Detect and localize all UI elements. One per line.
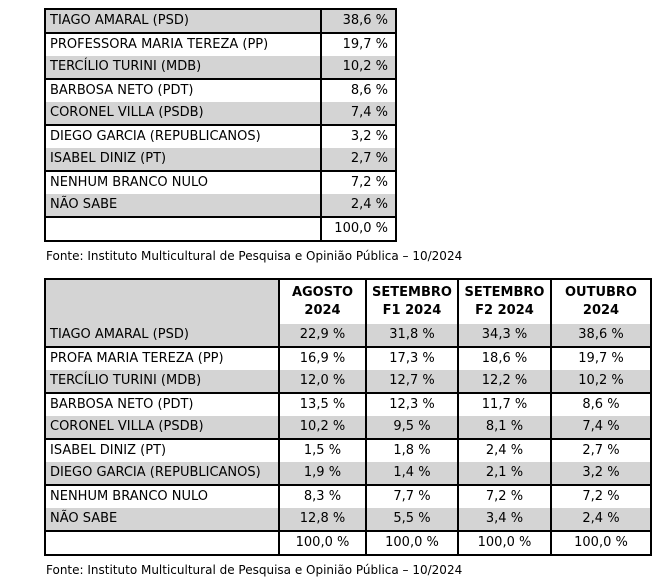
- source-note-1: Fonte: Instituto Multicultural de Pesqui…: [46, 249, 463, 263]
- poll-evolution-table: AGOSTO 2024 SETEMBRO F1 2024 SETEMBRO F2 2…: [44, 278, 652, 556]
- percent-value-cell: 1,8 %: [365, 439, 458, 462]
- table-row: NENHUM BRANCO NULO 7,2 %: [45, 171, 396, 194]
- candidate-name-cell: DIEGO GARCIA (REPUBLICANOS): [50, 129, 261, 144]
- percent-value-cell: 1,5 %: [278, 439, 366, 462]
- candidate-name-cell: [45, 217, 321, 241]
- candidate-name-cell: CORONEL VILLA (PSDB): [45, 416, 279, 440]
- percent-value-cell: 1,9 %: [278, 462, 366, 486]
- candidate-name-cell: PROFA MARIA TEREZA (PP): [50, 351, 224, 366]
- percent-value-cell: 2,4 %: [320, 194, 396, 218]
- percent-value-cell: 10,2 %: [278, 416, 366, 440]
- percent-value-cell: 18,6 %: [457, 347, 551, 370]
- percent-value-cell: 2,4 %: [550, 508, 651, 532]
- candidate-name-cell: NÃO SABE: [45, 194, 321, 218]
- candidate-name-cell: BARBOSA NETO (PDT): [50, 397, 194, 412]
- candidate-name-cell: CORONEL VILLA (PSDB): [45, 102, 321, 126]
- candidate-name-cell: NÃO SABE: [45, 508, 279, 532]
- percent-value-cell: 7,2 %: [550, 485, 651, 508]
- percent-value-cell: 31,8 %: [365, 324, 458, 348]
- month-header-cell: AGOSTO 2024: [278, 279, 366, 324]
- candidate-name-cell: ISABEL DINIZ (PT): [50, 443, 167, 458]
- candidate-name-cell: TERCÍLIO TURINI (MDB): [45, 56, 321, 80]
- table-row: BARBOSA NETO (PDT) 13,5 % 12,3 % 11,7 % 8,6 …: [45, 393, 651, 416]
- evolution-header-row: AGOSTO 2024 SETEMBRO F1 2024 SETEMBRO F2 2…: [45, 279, 651, 324]
- candidate-name-cell: TERCÍLIO TURINI (MDB): [45, 370, 279, 394]
- percent-value-cell: 19,7 %: [320, 33, 396, 56]
- percent-value-cell: 12,8 %: [278, 508, 366, 532]
- table-row: NÃO SABE 12,8 % 5,5 % 3,4 % 2,4 %: [45, 508, 651, 532]
- percent-value-cell: 34,3 %: [457, 324, 551, 348]
- month-header-cell: SETEMBRO F2 2024: [457, 279, 551, 324]
- percent-value-cell: 12,7 %: [365, 370, 458, 394]
- candidate-name-cell: BARBOSA NETO (PDT): [50, 83, 194, 98]
- table-row: NÃO SABE 2,4 %: [45, 194, 396, 218]
- table-row: PROFA MARIA TEREZA (PP) 16,9 % 17,3 % 18,6 …: [45, 347, 651, 370]
- percent-value-cell: 1,4 %: [365, 462, 458, 486]
- candidate-name-cell: NENHUM BRANCO NULO: [50, 175, 209, 190]
- percent-value-cell: 8,1 %: [457, 416, 551, 440]
- percent-value-cell: 7,7 %: [365, 485, 458, 508]
- percent-value-cell: 7,4 %: [320, 102, 396, 126]
- percent-value-cell: 12,0 %: [278, 370, 366, 394]
- table-row: ISABEL DINIZ (PT) 1,5 % 1,8 % 2,4 % 2,7 %: [45, 439, 651, 462]
- percent-value-cell: 5,5 %: [365, 508, 458, 532]
- percent-value-cell: 8,6 %: [320, 79, 396, 102]
- candidate-name-cell: NENHUM BRANCO NULO: [50, 489, 209, 504]
- month-header-cell: SETEMBRO F1 2024: [365, 279, 458, 324]
- table-row: CORONEL VILLA (PSDB) 7,4 %: [45, 102, 396, 126]
- percent-value-cell: 17,3 %: [365, 347, 458, 370]
- percent-value-cell: 12,2 %: [457, 370, 551, 394]
- table-row: DIEGO GARCIA (REPUBLICANOS) 3,2 %: [45, 125, 396, 148]
- percent-value-cell: 12,3 %: [365, 393, 458, 416]
- percent-value-cell: 100,0 %: [320, 217, 396, 241]
- percent-value-cell: 2,7 %: [320, 148, 396, 172]
- candidate-name-cell: TIAGO AMARAL (PSD): [45, 9, 321, 34]
- table-row: TIAGO AMARAL (PSD) 22,9 % 31,8 % 34,3 % 38,6…: [45, 324, 651, 348]
- percent-value-cell: 22,9 %: [278, 324, 366, 348]
- table-row: BARBOSA NETO (PDT) 8,6 %: [45, 79, 396, 102]
- candidate-name-cell: TIAGO AMARAL (PSD): [45, 324, 279, 348]
- table-row: DIEGO GARCIA (REPUBLICANOS) 1,9 % 1,4 % 2,1…: [45, 462, 651, 486]
- candidate-name-cell: PROFESSORA MARIA TEREZA (PP): [50, 37, 269, 52]
- percent-value-cell: 3,4 %: [457, 508, 551, 532]
- percent-value-cell: 2,7 %: [550, 439, 651, 462]
- percent-value-cell: 38,6 %: [550, 324, 651, 348]
- corner-header-cell: [45, 279, 279, 324]
- candidate-name-cell: ISABEL DINIZ (PT): [45, 148, 321, 172]
- percent-value-cell: 8,3 %: [278, 485, 366, 508]
- percent-value-cell: 7,4 %: [550, 416, 651, 440]
- percent-value-cell: 11,7 %: [457, 393, 551, 416]
- percent-value-cell: 38,6 %: [320, 9, 396, 34]
- percent-value-cell: 10,2 %: [320, 56, 396, 80]
- table-row: CORONEL VILLA (PSDB) 10,2 % 9,5 % 8,1 % 7,4 …: [45, 416, 651, 440]
- percent-value-cell: 7,2 %: [320, 171, 396, 194]
- candidate-name-cell: DIEGO GARCIA (REPUBLICANOS): [45, 462, 279, 486]
- percent-value-cell: 16,9 %: [278, 347, 366, 370]
- table-row: TERCÍLIO TURINI (MDB) 12,0 % 12,7 % 12,2 % 1…: [45, 370, 651, 394]
- table-row: TIAGO AMARAL (PSD) 38,6 %: [45, 9, 396, 34]
- poll-results-table-october: TIAGO AMARAL (PSD) 38,6 % PROFESSORA MARIA…: [44, 8, 397, 242]
- table-row: NENHUM BRANCO NULO 8,3 % 7,7 % 7,2 % 7,2 %: [45, 485, 651, 508]
- percent-value-cell: 8,6 %: [550, 393, 651, 416]
- month-header-cell: OUTUBRO 2024: [550, 279, 651, 324]
- percent-value-cell: 3,2 %: [550, 462, 651, 486]
- percent-value-cell: 7,2 %: [457, 485, 551, 508]
- percent-value-cell: 10,2 %: [550, 370, 651, 394]
- percent-value-cell: 19,7 %: [550, 347, 651, 370]
- percent-value-cell: 2,4 %: [457, 439, 551, 462]
- percent-value-cell: 3,2 %: [320, 125, 396, 148]
- total-row: 100,0 %: [45, 217, 396, 241]
- percent-value-cell: 13,5 %: [278, 393, 366, 416]
- table-row: ISABEL DINIZ (PT) 2,7 %: [45, 148, 396, 172]
- source-note-2: Fonte: Instituto Multicultural de Pesqui…: [46, 563, 463, 577]
- table-row: TERCÍLIO TURINI (MDB) 10,2 %: [45, 56, 396, 80]
- percent-value-cell: 9,5 %: [365, 416, 458, 440]
- percent-value-cell: 2,1 %: [457, 462, 551, 486]
- table-row: PROFESSORA MARIA TEREZA (PP) 19,7 %: [45, 33, 396, 56]
